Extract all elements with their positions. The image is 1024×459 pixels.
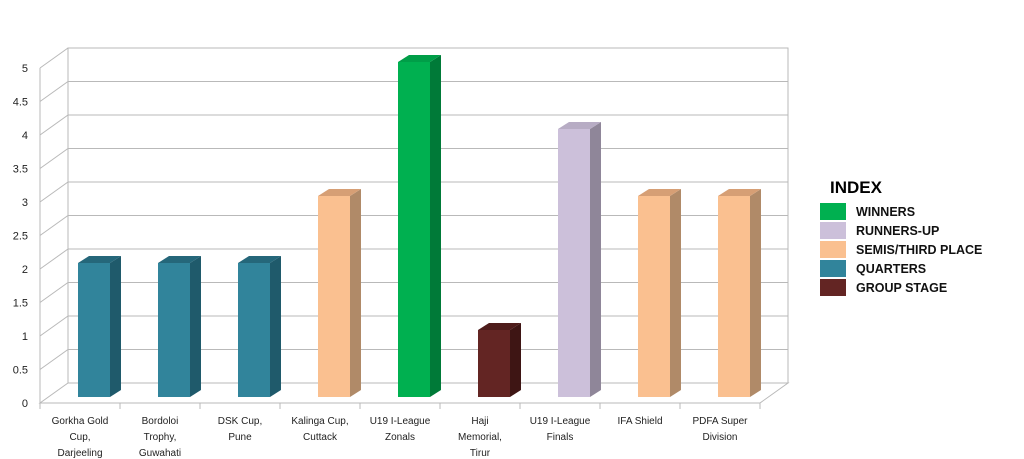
legend-swatch [820,260,846,277]
x-category-label: Bordoloi [142,416,179,427]
legend-item: RUNNERS-UP [820,221,1020,240]
x-category-label: Guwahati [139,448,181,459]
y-tick-label: 3 [22,197,28,209]
legend-swatch [820,203,846,220]
x-category-label: Division [702,432,737,443]
y-tick-label: 4.5 [13,97,28,109]
bar-side [350,189,361,397]
x-category-label: Cuttack [303,432,338,443]
gridline [39,349,788,370]
x-category-label: Gorkha Gold [52,416,109,427]
x-category-label: Memorial, [458,432,502,443]
bar [638,196,670,397]
y-tick-label: 2 [22,264,28,276]
x-category-label: PDFA Super [692,416,748,427]
legend: INDEX WINNERS RUNNERS-UP SEMIS/THIRD PLACE… [820,178,1020,297]
bar-side [590,122,601,397]
bar-top [318,189,361,196]
legend-label: RUNNERS-UP [856,223,940,238]
bar-side [270,256,281,397]
bar [478,330,510,397]
y-tick-label: 5 [22,63,28,75]
bar [238,263,270,397]
x-category-label: Finals [547,432,574,443]
legend-swatch [820,241,846,258]
bar-top [238,256,281,263]
gridline [39,181,788,203]
gridline [39,114,788,136]
bar-top [478,323,521,330]
bar-side [670,189,681,397]
gridline [39,47,788,69]
x-category-label: Kalinga Cup, [291,416,348,427]
legend-title: INDEX [830,178,882,197]
bar [558,129,590,397]
bar-top [398,55,441,62]
legend-label: QUARTERS [856,261,927,276]
legend-item: QUARTERS [820,259,1020,278]
x-category-label: Tirur [470,448,491,459]
bar-top [158,256,201,263]
gridline [39,315,788,337]
bar-side [110,256,121,397]
bar-top [718,189,761,196]
x-category-label: IFA Shield [617,416,662,427]
bar [718,196,750,397]
y-tick-label: 2.5 [13,231,28,243]
x-category-label: DSK Cup, [218,416,262,427]
y-tick-label: 3.5 [13,164,28,176]
bar-side [750,189,761,397]
bar-top [638,189,681,196]
bar [398,62,430,397]
legend-label: SEMIS/THIRD PLACE [856,242,983,257]
legend-label: GROUP STAGE [856,280,948,295]
gridline [39,282,788,303]
legend-label: WINNERS [856,204,916,219]
legend-swatch [820,279,846,296]
y-tick-label: 0 [22,398,28,410]
x-category-label: Zonals [385,432,415,443]
y-tick-label: 1.5 [13,298,28,310]
bar [158,263,190,397]
bar-side [190,256,201,397]
x-category-label: Darjeeling [57,448,102,459]
y-tick-label: 0.5 [13,365,28,377]
x-category-label: U19 I-League [370,416,431,427]
bar-top [78,256,121,263]
bar-side [510,323,521,397]
bar-chart: 0 0.5 1 1.5 2 2.5 3 3.5 4 4.5 5 Gorkha Gold Cup, Darj… [13,47,790,459]
x-category-label: Pune [228,432,252,443]
y-tick-label: 1 [22,331,28,343]
bar-side [430,55,441,397]
y-tick-label: 4 [22,130,28,142]
gridline [39,248,788,270]
legend-item: GROUP STAGE [820,278,1020,297]
gridline [39,148,788,169]
x-category-label: Trophy, [144,432,177,443]
legend-swatch [820,222,846,239]
bar-top [558,122,601,129]
x-category-label: U19 I-League [530,416,591,427]
legend-item: SEMIS/THIRD PLACE [820,240,1020,259]
x-category-label: Haji [471,416,488,427]
gridline [39,215,788,236]
x-category-label: Cup, [69,432,90,443]
bar [78,263,110,397]
legend-item: WINNERS [820,202,1020,221]
legend-items: WINNERS RUNNERS-UP SEMIS/THIRD PLACE QUARTE… [820,202,1020,297]
gridline [39,81,788,102]
bar [318,196,350,397]
